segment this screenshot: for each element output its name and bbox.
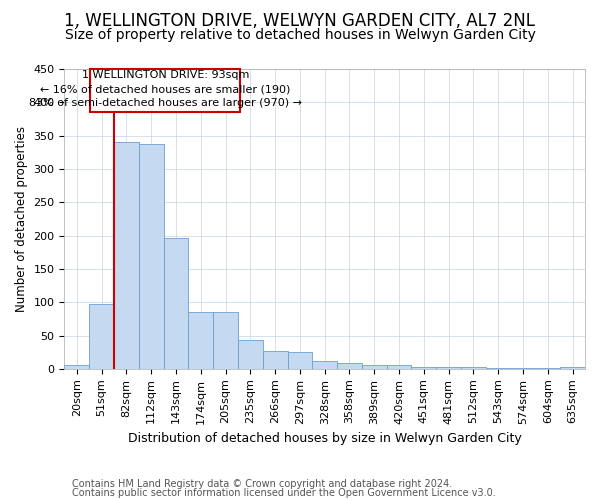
X-axis label: Distribution of detached houses by size in Welwyn Garden City: Distribution of detached houses by size … <box>128 432 521 445</box>
Bar <box>313 361 337 369</box>
Bar <box>263 352 287 369</box>
Text: Contains public sector information licensed under the Open Government Licence v3: Contains public sector information licen… <box>72 488 496 498</box>
Bar <box>188 312 213 369</box>
Text: 1, WELLINGTON DRIVE, WELWYN GARDEN CITY, AL7 2NL: 1, WELLINGTON DRIVE, WELWYN GARDEN CITY,… <box>65 12 536 30</box>
Bar <box>461 367 486 369</box>
Bar <box>436 367 461 369</box>
Text: 1 WELLINGTON DRIVE: 93sqm
← 16% of detached houses are smaller (190)
83% of semi: 1 WELLINGTON DRIVE: 93sqm ← 16% of detac… <box>29 70 302 108</box>
Bar <box>114 142 139 369</box>
Bar <box>64 366 89 369</box>
Bar <box>486 368 511 369</box>
Bar <box>238 340 263 369</box>
Bar <box>164 238 188 369</box>
Bar <box>91 69 241 112</box>
Bar <box>287 352 313 369</box>
Y-axis label: Number of detached properties: Number of detached properties <box>15 126 28 312</box>
Text: Size of property relative to detached houses in Welwyn Garden City: Size of property relative to detached ho… <box>65 28 535 42</box>
Bar <box>213 312 238 369</box>
Bar <box>412 367 436 369</box>
Bar <box>139 144 164 369</box>
Text: Contains HM Land Registry data © Crown copyright and database right 2024.: Contains HM Land Registry data © Crown c… <box>72 479 452 489</box>
Bar <box>511 368 535 369</box>
Bar <box>386 365 412 369</box>
Bar <box>535 368 560 369</box>
Bar <box>362 365 386 369</box>
Bar <box>560 368 585 369</box>
Bar <box>337 363 362 369</box>
Bar <box>89 304 114 369</box>
